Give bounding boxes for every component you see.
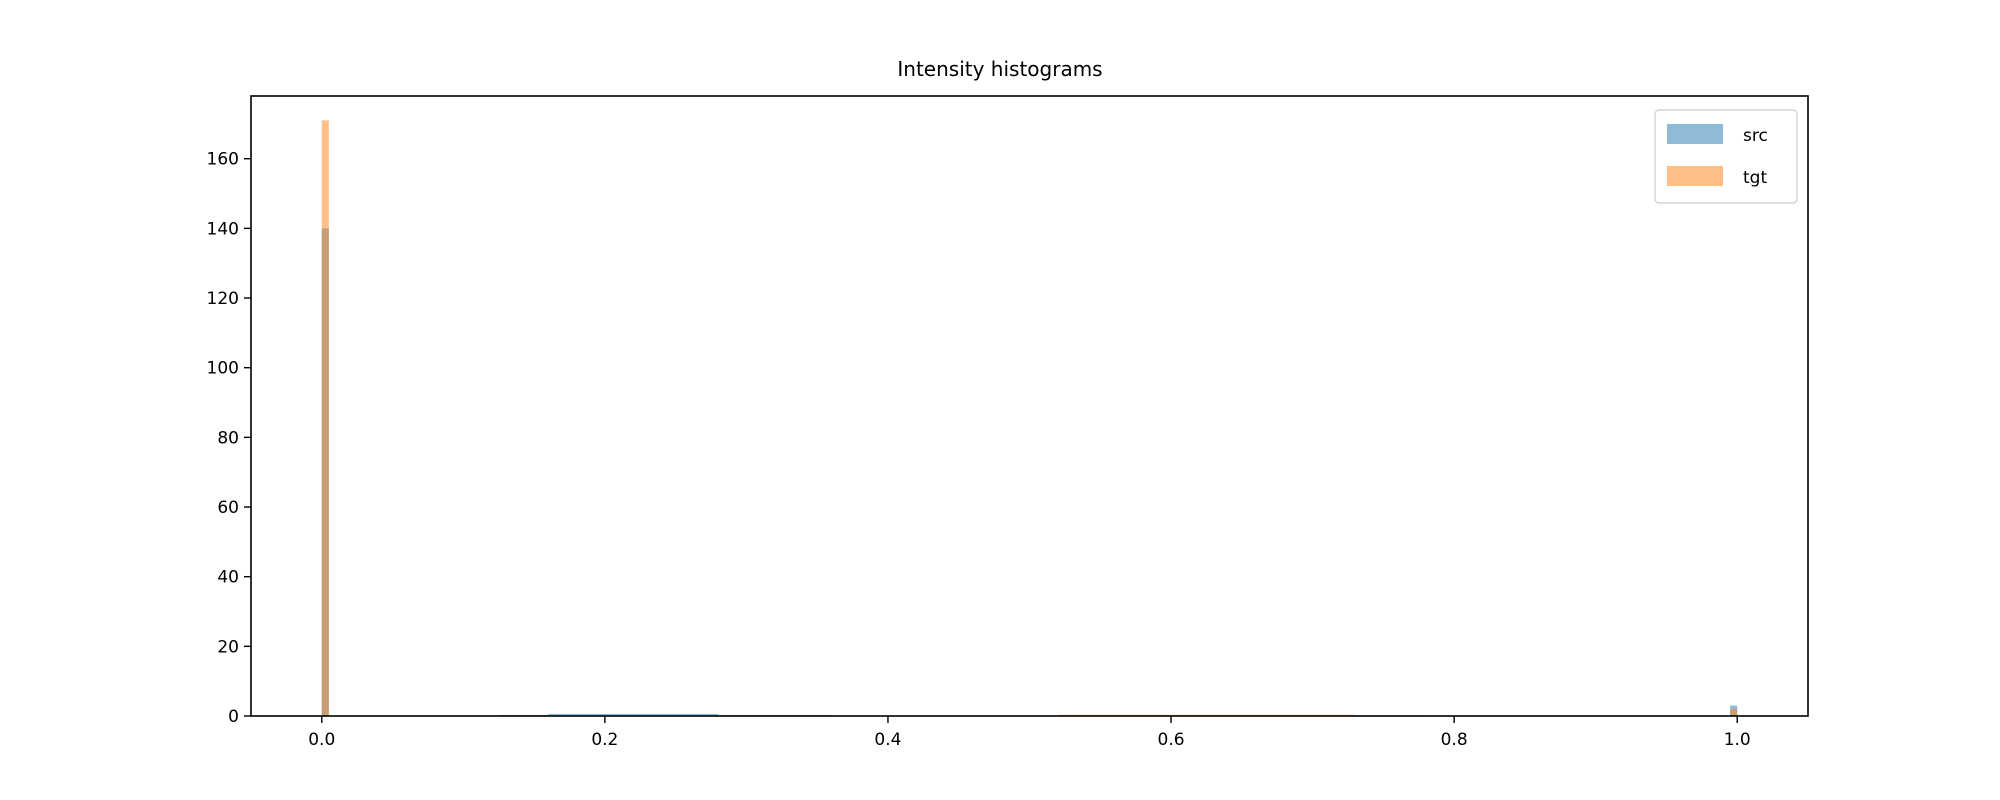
x-tick-label: 0.6	[1158, 730, 1185, 750]
axes-layer: 0.0 0.2 0.4 0.6 0.8 1.0 0 20 40 60 80 100 120 140 160	[207, 95, 1809, 750]
legend-label-src: src	[1743, 126, 1768, 146]
y-tick-label: 100	[207, 359, 239, 379]
x-tick-label: 1.0	[1724, 730, 1751, 750]
histogram-bar-src	[548, 713, 719, 716]
histogram-bar-tgt	[321, 120, 329, 716]
y-tick-label: 60	[217, 498, 239, 518]
legend-label-tgt: tgt	[1743, 168, 1767, 188]
legend-box	[1654, 109, 1798, 204]
x-tick-label: 0.0	[308, 730, 335, 750]
legend-swatch-tgt	[1667, 166, 1723, 186]
bars-layer	[321, 120, 1738, 717]
y-tick-label: 20	[217, 637, 239, 657]
chart-title: Intensity histograms	[897, 57, 1102, 81]
x-tick-label: 0.8	[1441, 730, 1468, 750]
x-tick-label: 0.2	[591, 730, 618, 750]
legend-swatch-src	[1667, 124, 1723, 144]
y-tick-label: 0	[228, 707, 239, 727]
x-tick-label: 0.4	[874, 730, 901, 750]
y-tick-label: 120	[207, 289, 239, 309]
y-tick-label: 140	[207, 219, 239, 239]
axes-frame	[250, 95, 1809, 717]
y-tick-label: 160	[207, 150, 239, 170]
histogram-bar-tgt	[1730, 709, 1738, 716]
y-tick-label: 80	[217, 428, 239, 448]
y-tick-label: 40	[217, 568, 239, 588]
legend: src tgt	[1654, 109, 1798, 204]
